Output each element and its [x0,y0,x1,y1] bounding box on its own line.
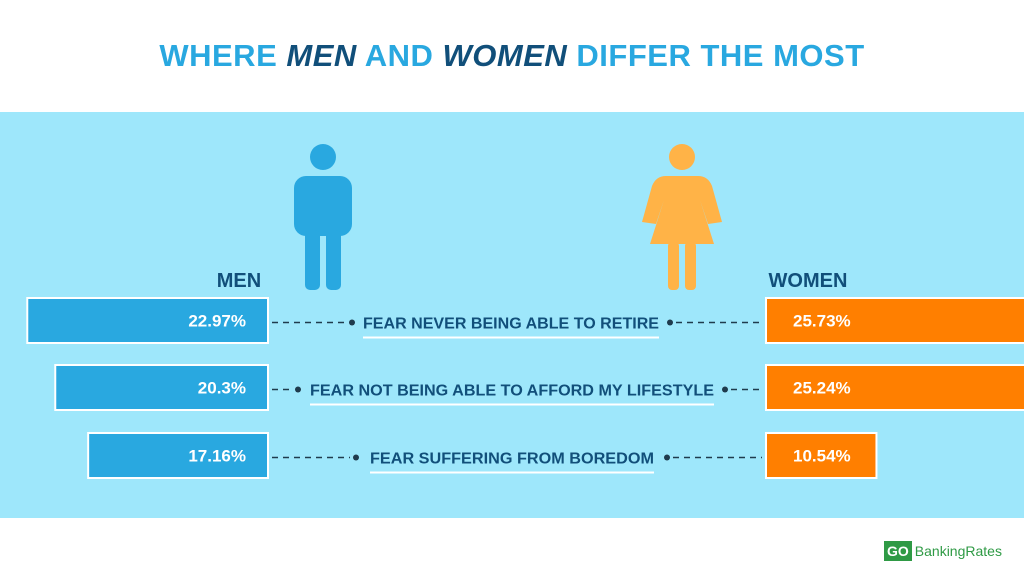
female-left-leg [668,242,679,290]
bar-women [765,432,878,479]
bar-men [87,432,270,479]
bar-label-women: 10.54% [793,447,851,466]
category-label: FEAR NOT BEING ABLE TO AFFORD MY LIFESTY… [310,383,714,400]
bar-label-women: 25.24% [793,379,851,398]
connector-dot-right [664,454,670,461]
female-right-leg [685,242,696,290]
logo-go: GO [884,541,912,561]
connector-dot-right [667,319,673,326]
bar-men [26,297,270,344]
female-head [669,144,695,170]
connector-dot-left [295,386,301,393]
bar-women [765,297,1024,344]
male-head [310,144,336,170]
male-person-icon [294,144,352,290]
series-label-men: MEN [217,270,261,292]
chart-title: WHERE MEN AND WOMEN DIFFER THE MOST [0,38,1024,74]
bar-label-women: 25.73% [793,312,851,331]
bar-women [765,364,1024,411]
connector-dot-left [353,454,359,461]
male-left-leg [305,230,320,290]
connector-dot-left [349,319,355,326]
bar-men [54,364,270,411]
series-label-women: WOMEN [769,270,848,292]
male-torso [294,176,352,236]
gobankingrates-logo: GO BankingRates [884,541,1005,561]
bar-label-men: 17.16% [188,447,246,466]
title-part1: WHERE [159,38,278,73]
category-label: FEAR SUFFERING FROM BOREDOM [370,451,654,468]
bar-label-men: 22.97% [188,312,246,331]
category-label: FEAR NEVER BEING ABLE TO RETIRE [363,316,659,333]
logo-bankingrates: BankingRates [914,543,1002,559]
connector-dot-right [722,386,728,393]
male-right-leg [326,230,341,290]
female-person-icon [642,144,722,290]
title-and: AND [364,38,434,73]
title-men: MEN [286,38,357,73]
bar-label-men: 20.3% [198,379,246,398]
title-part2: DIFFER THE MOST [576,38,865,73]
female-dress [642,176,722,244]
title-women: WOMEN [442,38,568,73]
